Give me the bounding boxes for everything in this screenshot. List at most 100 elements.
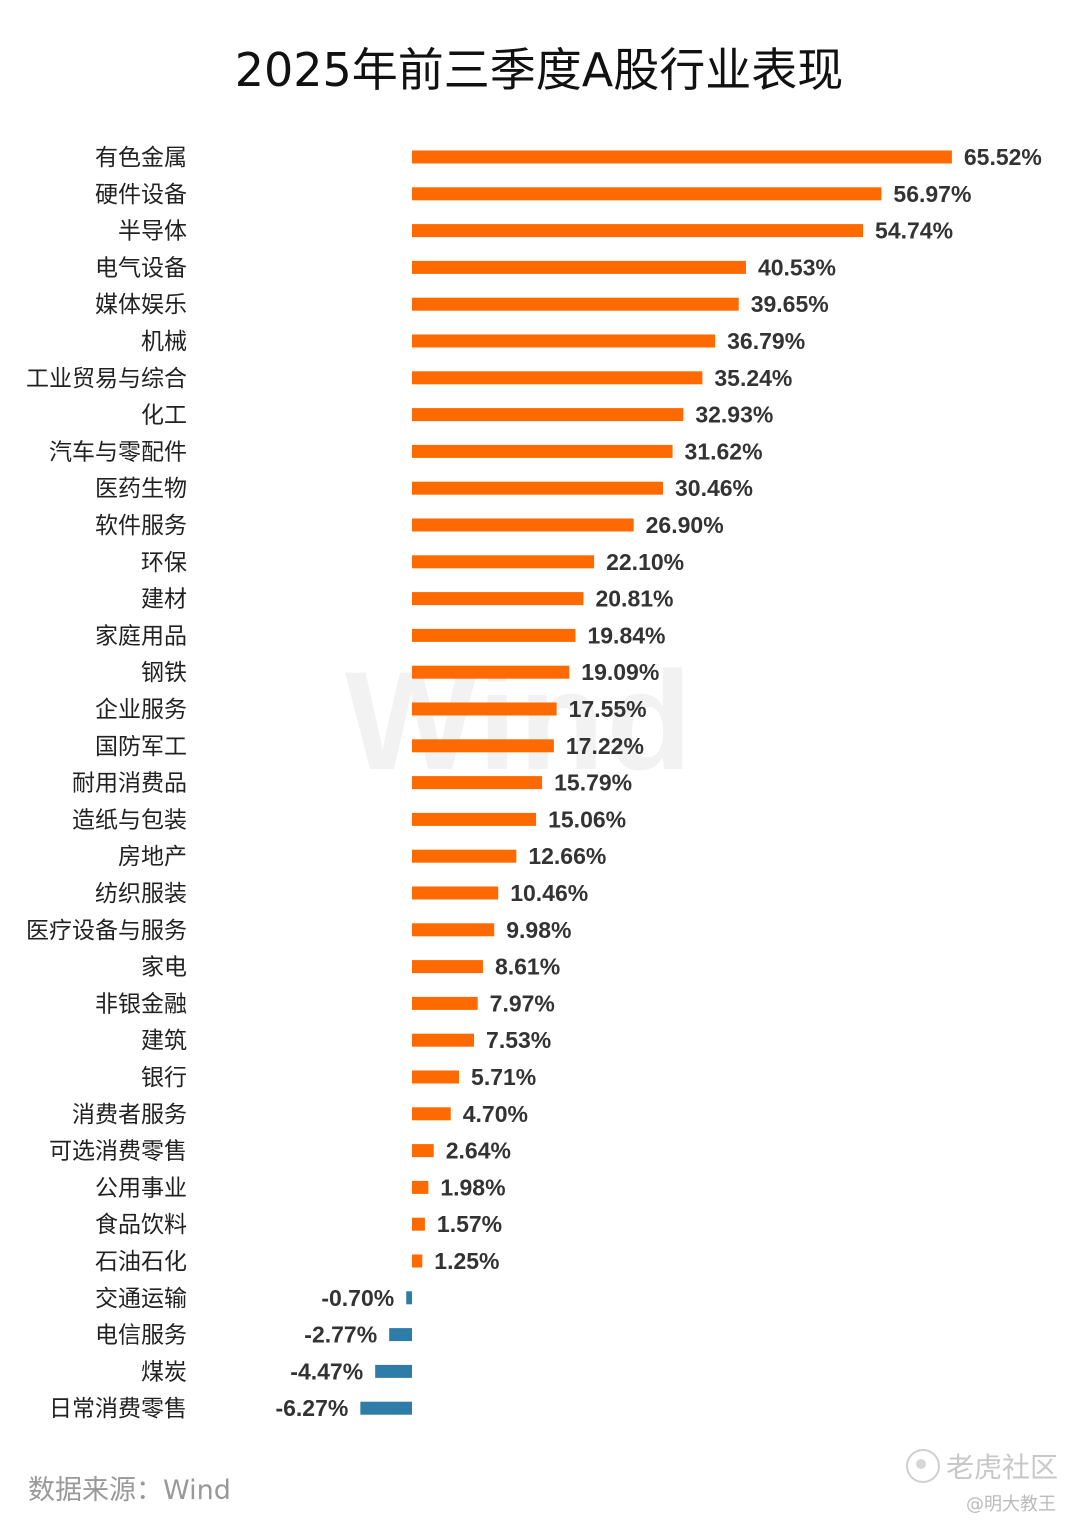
category-label: 医疗设备与服务	[26, 918, 187, 944]
bar	[412, 1144, 434, 1158]
value-label: 7.97%	[490, 990, 555, 1016]
category-label: 医药生物	[95, 476, 187, 502]
category-label: 企业服务	[95, 697, 187, 723]
bar	[412, 334, 716, 348]
bar	[412, 224, 864, 238]
category-label: 银行	[141, 1065, 187, 1091]
category-label: 半导体	[118, 219, 187, 245]
bar	[412, 518, 634, 532]
category-label: 交通运输	[95, 1286, 187, 1312]
value-label: 30.46%	[675, 475, 753, 501]
bar	[412, 297, 739, 311]
value-label: -2.77%	[304, 1322, 377, 1348]
category-label: 非银金融	[95, 991, 187, 1017]
bar	[412, 702, 557, 716]
value-label: 17.55%	[569, 696, 647, 722]
value-label: 56.97%	[893, 181, 971, 207]
category-label: 化工	[141, 403, 187, 429]
bar	[412, 408, 684, 422]
bar	[412, 555, 595, 569]
category-label: 公用事业	[95, 1175, 187, 1201]
value-label: 9.98%	[506, 917, 571, 943]
category-label: 国防军工	[95, 734, 187, 760]
category-label: 钢铁	[141, 660, 187, 686]
value-label: 36.79%	[727, 328, 805, 354]
category-label: 煤炭	[141, 1359, 187, 1385]
value-label: -0.70%	[321, 1285, 394, 1311]
bar-chart: 有色金属 65.52% 硬件设备 56.97% 半导体 54.74% 电气设备 40.53% 媒…	[26, 144, 1042, 1422]
bar	[412, 260, 746, 274]
value-label: 12.66%	[528, 843, 606, 869]
category-label: 机械	[141, 329, 187, 355]
value-label: 65.52%	[964, 144, 1042, 170]
value-label: 31.62%	[685, 438, 763, 464]
community-watermark: 老虎社区	[905, 1446, 1058, 1486]
category-label: 家电	[141, 955, 187, 981]
category-label: 耐用消费品	[72, 771, 187, 797]
bar	[412, 923, 495, 937]
bar	[412, 628, 576, 642]
bar	[360, 1401, 412, 1415]
value-label: 35.24%	[714, 365, 792, 391]
category-label: 建材	[141, 587, 187, 613]
bar	[412, 371, 703, 385]
value-label: 54.74%	[875, 218, 953, 244]
author-handle: @明大教王	[966, 1494, 1056, 1515]
bar	[412, 187, 882, 201]
bar	[412, 1180, 429, 1194]
value-label: 5.71%	[471, 1064, 536, 1090]
chart-title: 2025年前三季度A股行业表现	[234, 43, 844, 97]
bar	[412, 592, 584, 606]
value-label: 1.98%	[440, 1174, 505, 1200]
category-label: 工业贸易与综合	[26, 366, 187, 392]
category-label: 食品饮料	[95, 1212, 187, 1238]
bar	[412, 849, 517, 863]
value-label: 1.57%	[437, 1211, 502, 1237]
value-label: -4.47%	[290, 1358, 363, 1384]
category-label: 日常消费零售	[49, 1396, 187, 1422]
category-label: 建筑	[141, 1028, 187, 1054]
community-label: 老虎社区	[945, 1451, 1058, 1484]
bar	[412, 812, 537, 826]
bar	[412, 960, 483, 974]
category-label: 消费者服务	[72, 1102, 187, 1128]
bar	[412, 665, 570, 679]
bar	[412, 1254, 423, 1268]
category-label: 可选消费零售	[49, 1139, 187, 1165]
category-label: 房地产	[118, 844, 187, 870]
value-label: 26.90%	[646, 512, 724, 538]
bar	[375, 1364, 412, 1378]
bar	[412, 444, 673, 458]
category-label: 媒体娱乐	[95, 292, 187, 318]
category-label: 纺织服装	[95, 881, 187, 907]
tiger-community-logo-icon	[905, 1449, 940, 1483]
category-label: 家庭用品	[95, 623, 187, 649]
category-label: 环保	[141, 550, 187, 576]
value-label: 19.84%	[587, 622, 665, 648]
value-label: 20.81%	[595, 586, 673, 612]
bar	[412, 1217, 425, 1231]
category-label: 有色金属	[95, 145, 187, 171]
bar	[412, 150, 952, 164]
value-label: 10.46%	[510, 880, 588, 906]
value-label: 8.61%	[495, 954, 560, 980]
category-label: 汽车与零配件	[49, 439, 187, 465]
value-label: -6.27%	[275, 1395, 348, 1421]
value-label: 40.53%	[758, 254, 836, 280]
category-label: 石油石化	[95, 1249, 187, 1275]
value-label: 19.09%	[581, 659, 659, 685]
value-label: 22.10%	[606, 549, 684, 575]
bar	[412, 886, 499, 900]
category-label: 电信服务	[95, 1323, 187, 1349]
data-source-note: 数据来源：Wind	[28, 1475, 231, 1506]
value-label: 32.93%	[695, 402, 773, 428]
value-label: 4.70%	[463, 1101, 528, 1127]
category-label: 硬件设备	[95, 182, 187, 208]
category-label: 电气设备	[95, 255, 187, 281]
category-label: 软件服务	[95, 513, 187, 539]
bar	[406, 1291, 412, 1305]
value-label: 15.06%	[548, 806, 626, 832]
bar	[412, 776, 543, 790]
bar	[412, 1033, 475, 1047]
